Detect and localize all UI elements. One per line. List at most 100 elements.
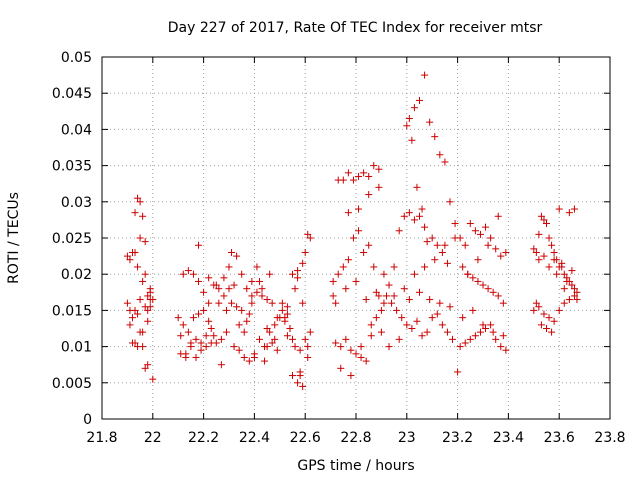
data-point bbox=[375, 165, 383, 173]
data-point bbox=[189, 270, 197, 278]
data-point bbox=[545, 263, 553, 271]
data-point bbox=[299, 299, 307, 307]
data-point bbox=[283, 332, 291, 340]
data-point bbox=[202, 343, 210, 351]
data-point bbox=[418, 205, 426, 213]
data-point bbox=[410, 104, 418, 112]
data-point bbox=[263, 343, 271, 351]
data-point bbox=[217, 361, 225, 369]
data-point bbox=[144, 361, 152, 369]
data-point bbox=[431, 256, 439, 264]
data-point bbox=[380, 270, 388, 278]
data-point bbox=[230, 343, 238, 351]
data-point bbox=[131, 248, 139, 256]
data-point bbox=[550, 317, 558, 325]
data-point bbox=[177, 332, 185, 340]
data-point bbox=[263, 325, 271, 332]
data-point bbox=[228, 248, 236, 256]
data-point bbox=[545, 314, 553, 322]
data-point bbox=[291, 285, 299, 293]
data-point bbox=[375, 183, 383, 191]
data-point bbox=[131, 209, 139, 217]
data-point bbox=[344, 256, 352, 264]
data-point bbox=[370, 162, 378, 170]
data-point bbox=[195, 310, 203, 318]
chart-title: Day 227 of 2017, Rate Of TEC Index for r… bbox=[168, 20, 543, 36]
data-point bbox=[484, 241, 492, 249]
data-point bbox=[433, 241, 441, 249]
data-point bbox=[489, 288, 497, 296]
data-point bbox=[548, 328, 556, 336]
data-point bbox=[296, 372, 304, 380]
data-point bbox=[306, 234, 314, 242]
data-point bbox=[344, 169, 352, 177]
data-point bbox=[372, 288, 380, 296]
x-tick-label: 22.2 bbox=[188, 430, 219, 446]
y-tick-label: 0.01 bbox=[61, 340, 92, 356]
data-point bbox=[428, 234, 436, 242]
data-point bbox=[393, 306, 401, 314]
data-point bbox=[352, 277, 360, 285]
data-point bbox=[558, 263, 566, 271]
data-point bbox=[339, 176, 347, 184]
data-point bbox=[365, 191, 373, 199]
data-point bbox=[365, 241, 373, 249]
data-point bbox=[362, 296, 370, 304]
data-point bbox=[487, 234, 495, 242]
data-point bbox=[416, 96, 423, 104]
data-point bbox=[235, 346, 243, 354]
data-point bbox=[377, 306, 385, 314]
data-point bbox=[304, 353, 312, 361]
data-point bbox=[360, 248, 368, 256]
data-point bbox=[502, 346, 510, 354]
data-point bbox=[421, 71, 429, 79]
data-point bbox=[144, 317, 152, 325]
data-point bbox=[349, 234, 357, 242]
data-point bbox=[225, 285, 233, 293]
data-point bbox=[283, 303, 291, 311]
data-point bbox=[357, 353, 365, 361]
data-point bbox=[451, 220, 459, 228]
data-point bbox=[537, 321, 545, 329]
data-point bbox=[456, 234, 464, 242]
data-point bbox=[573, 288, 581, 296]
data-point bbox=[146, 285, 154, 293]
data-point bbox=[174, 314, 182, 322]
data-point bbox=[294, 274, 302, 282]
data-point bbox=[144, 306, 152, 314]
data-point bbox=[235, 321, 243, 329]
data-point bbox=[413, 317, 421, 325]
data-point bbox=[192, 353, 200, 361]
data-point bbox=[134, 263, 142, 271]
data-point bbox=[141, 364, 149, 372]
data-point bbox=[454, 368, 462, 376]
data-point bbox=[286, 325, 294, 332]
data-point bbox=[240, 353, 248, 361]
data-point bbox=[258, 292, 266, 300]
data-point bbox=[261, 357, 269, 365]
data-point bbox=[352, 350, 360, 358]
data-point bbox=[400, 212, 408, 220]
data-point bbox=[421, 263, 429, 271]
data-point bbox=[497, 343, 505, 351]
y-tick-label: 0.04 bbox=[61, 122, 92, 138]
data-point bbox=[245, 310, 253, 318]
y-tick-label: 0.02 bbox=[61, 267, 92, 283]
data-points bbox=[123, 71, 581, 390]
data-point bbox=[375, 292, 383, 300]
data-point bbox=[367, 332, 375, 340]
data-point bbox=[355, 172, 363, 180]
data-point bbox=[360, 169, 368, 177]
data-point bbox=[266, 328, 274, 336]
data-point bbox=[128, 314, 136, 322]
data-point bbox=[563, 277, 571, 285]
data-point bbox=[560, 270, 568, 278]
data-point bbox=[474, 256, 482, 264]
y-tick-label: 0.015 bbox=[52, 303, 92, 319]
data-point bbox=[217, 335, 225, 343]
data-point bbox=[202, 332, 210, 340]
data-point bbox=[530, 306, 538, 314]
data-point bbox=[550, 248, 558, 256]
data-point bbox=[494, 212, 502, 220]
y-tick-label: 0 bbox=[83, 412, 92, 428]
